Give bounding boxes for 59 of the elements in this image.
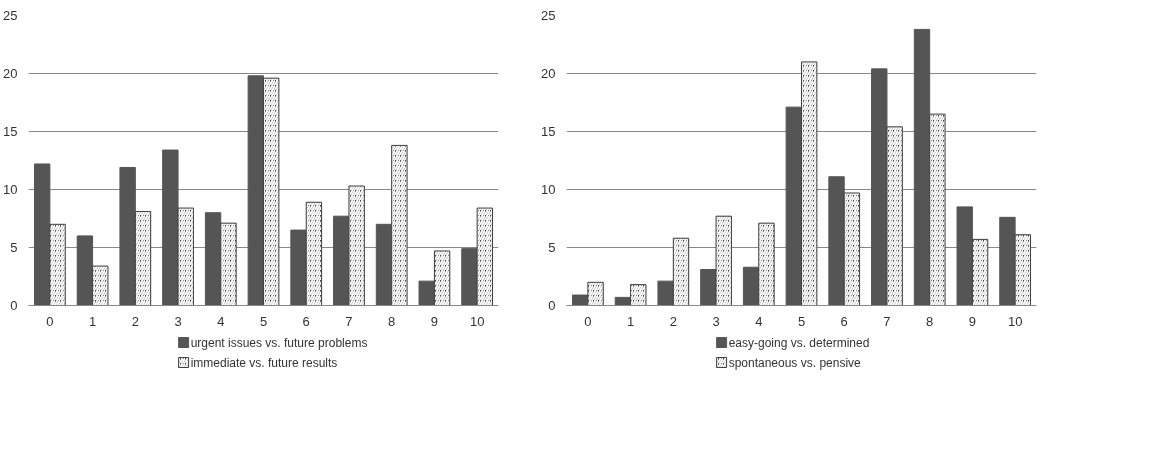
bar bbox=[204, 212, 222, 306]
bar bbox=[162, 149, 179, 306]
legend-label: spontaneous vs. pensive bbox=[728, 355, 862, 370]
legend-label: urgent issues vs. future problems bbox=[190, 335, 368, 350]
bar bbox=[913, 28, 931, 306]
x-tick-label: 5 bbox=[797, 313, 806, 329]
bar bbox=[375, 223, 393, 306]
x-tick-label: 3 bbox=[712, 313, 720, 329]
bar bbox=[333, 215, 350, 306]
y-tick-label: 20 bbox=[541, 66, 556, 81]
y-tick-label: 10 bbox=[3, 182, 18, 197]
bar bbox=[742, 266, 760, 306]
y-tick-label: 5 bbox=[548, 240, 556, 255]
x-tick-label: 3 bbox=[174, 313, 182, 329]
bar bbox=[657, 280, 674, 306]
x-tick-label: 1 bbox=[626, 313, 635, 329]
y-tick-label: 10 bbox=[541, 182, 556, 197]
x-tick-label: 2 bbox=[131, 313, 139, 329]
bar bbox=[33, 163, 51, 306]
bar bbox=[571, 294, 589, 306]
x-tick-label: 0 bbox=[584, 313, 592, 329]
y-tick-label: 5 bbox=[10, 240, 18, 255]
bar bbox=[290, 229, 307, 306]
bar bbox=[461, 248, 478, 306]
x-tick-label: 8 bbox=[926, 313, 934, 329]
x-tick-label: 6 bbox=[840, 313, 848, 329]
x-tick-label: 0 bbox=[46, 313, 54, 329]
legend-label: easy-going vs. determined bbox=[728, 335, 870, 350]
y-tick-label: 25 bbox=[3, 8, 18, 23]
x-tick-label: 7 bbox=[345, 313, 353, 329]
bar bbox=[76, 235, 94, 306]
legend-label: immediate vs. future results bbox=[190, 355, 338, 370]
y-tick-label: 25 bbox=[541, 8, 556, 23]
x-tick-label: 4 bbox=[217, 313, 225, 329]
x-tick-label: 4 bbox=[755, 313, 763, 329]
x-tick-label: 10 bbox=[469, 313, 485, 329]
bar bbox=[119, 166, 136, 306]
bar bbox=[999, 216, 1016, 306]
bar bbox=[828, 176, 845, 306]
bar bbox=[700, 269, 717, 306]
bar bbox=[871, 68, 888, 306]
bar bbox=[418, 280, 435, 306]
x-tick-label: 9 bbox=[968, 313, 977, 329]
x-tick-label: 5 bbox=[259, 313, 268, 329]
x-tick-label: 8 bbox=[388, 313, 396, 329]
bar bbox=[785, 106, 802, 306]
x-tick-label: 9 bbox=[430, 313, 439, 329]
y-tick-label: 20 bbox=[3, 66, 18, 81]
bar bbox=[956, 206, 973, 306]
y-tick-label: 15 bbox=[541, 124, 556, 139]
y-tick-label: 0 bbox=[10, 298, 18, 313]
x-tick-label: 2 bbox=[669, 313, 677, 329]
bar bbox=[247, 75, 264, 306]
y-tick-label: 0 bbox=[548, 298, 556, 313]
x-tick-label: 10 bbox=[1007, 313, 1023, 329]
x-tick-label: 6 bbox=[302, 313, 310, 329]
x-tick-label: 1 bbox=[88, 313, 97, 329]
y-tick-label: 15 bbox=[3, 124, 18, 139]
x-tick-label: 7 bbox=[883, 313, 891, 329]
